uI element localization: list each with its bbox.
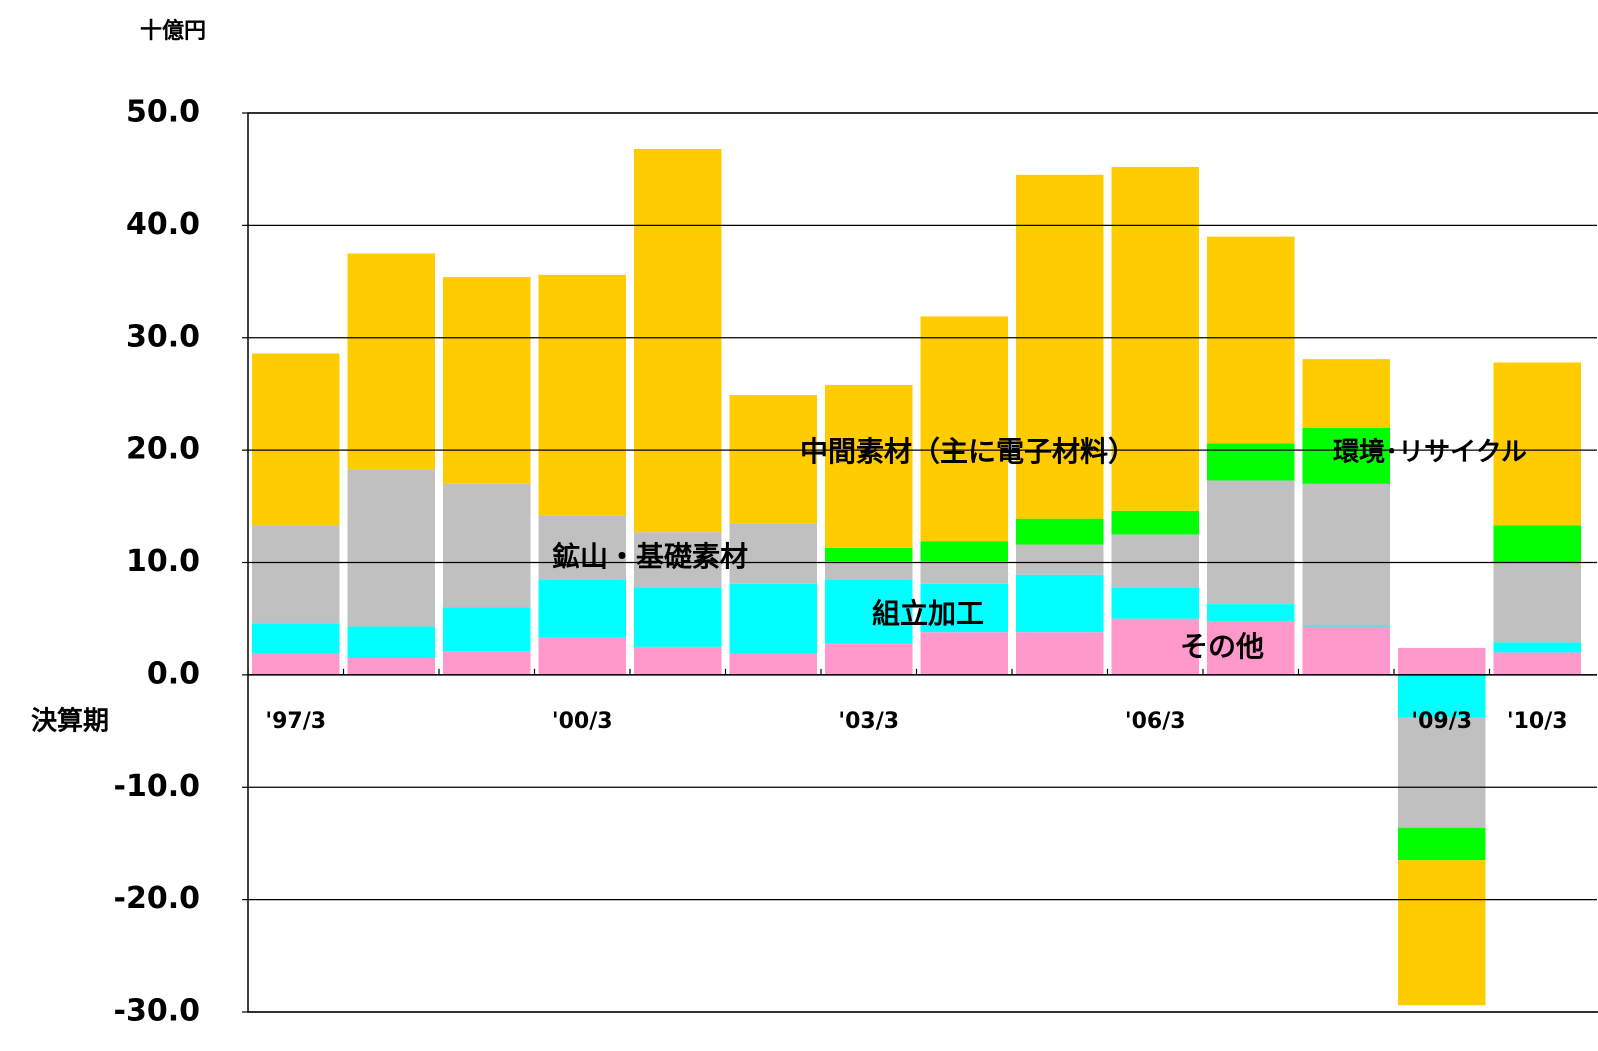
plot-area: '97/3 '00/3 '03/3 '06/3 '09/3 '10/3 その他 組立加工 鉱山・… bbox=[248, 148, 1581, 1006]
y-tick-label: -20.0 bbox=[114, 881, 200, 916]
bar-segment bbox=[634, 532, 722, 588]
series-label: 鉱山・基礎素材 bbox=[552, 540, 748, 573]
y-tick-label: -10.0 bbox=[114, 769, 200, 804]
bar-segment bbox=[1302, 427, 1390, 484]
bar-segment bbox=[1207, 604, 1295, 621]
y-tick-label: 30.0 bbox=[126, 319, 200, 354]
x-tick-label: '06/3 bbox=[1125, 709, 1186, 734]
bar-segment bbox=[1398, 717, 1486, 828]
bar-segment bbox=[634, 148, 722, 533]
bar-segment bbox=[1493, 525, 1581, 563]
bar-segment bbox=[920, 632, 1008, 675]
y-tick-label: 20.0 bbox=[126, 432, 200, 467]
bar-segment bbox=[252, 623, 340, 654]
bar-segment bbox=[1302, 359, 1390, 428]
bar-segment bbox=[1111, 166, 1199, 511]
bar-segment bbox=[1111, 510, 1199, 535]
bar-segment bbox=[634, 587, 722, 647]
bar-segment bbox=[1398, 860, 1486, 1006]
bar-segment bbox=[252, 653, 340, 675]
bar-segment bbox=[538, 274, 626, 516]
series-label: 中間素材（主に電子材料） bbox=[800, 435, 1136, 468]
bar-segment bbox=[1207, 620, 1295, 675]
x-tick-label: '09/3 bbox=[1411, 709, 1472, 734]
bar-segment bbox=[252, 525, 340, 624]
bar-segment bbox=[1493, 642, 1581, 653]
bar-segment bbox=[920, 583, 1008, 633]
series-label: 組立加工 bbox=[872, 597, 984, 630]
series-label: 環境･リサイクル bbox=[1333, 437, 1527, 468]
bar-segment bbox=[1398, 674, 1486, 718]
bar-segment bbox=[443, 651, 531, 675]
bar-segment bbox=[347, 626, 435, 659]
bar-segment bbox=[347, 658, 435, 675]
bar-segment bbox=[1111, 534, 1199, 588]
bar-segment bbox=[252, 353, 340, 526]
x-tick-label: '00/3 bbox=[552, 709, 613, 734]
bar-segment bbox=[443, 277, 531, 484]
bar-segment bbox=[920, 316, 1008, 542]
bar-segment bbox=[825, 547, 913, 562]
bar-segment bbox=[920, 541, 1008, 562]
y-tick-label: 0.0 bbox=[147, 656, 200, 691]
bar-segment bbox=[538, 579, 626, 638]
bar-segment bbox=[538, 515, 626, 580]
bar-segment bbox=[1111, 618, 1199, 675]
y-tick-label: 40.0 bbox=[126, 207, 200, 242]
bar-segment bbox=[443, 607, 531, 652]
y-tick-label: -30.0 bbox=[114, 994, 200, 1029]
x-axis-label: 決算期 bbox=[31, 706, 109, 737]
bar-segment bbox=[920, 561, 1008, 584]
bar-segment bbox=[1207, 443, 1295, 481]
bar-segment bbox=[1493, 362, 1581, 526]
bar-segment bbox=[1016, 174, 1104, 519]
bar-segment bbox=[1016, 574, 1104, 633]
x-tick-label: '03/3 bbox=[838, 709, 899, 734]
bar-segment bbox=[1493, 562, 1581, 643]
bar-segment bbox=[1207, 480, 1295, 605]
bar-segment bbox=[729, 653, 817, 675]
bar-segment bbox=[1016, 518, 1104, 545]
bar-segment bbox=[1493, 652, 1581, 675]
bar-segment bbox=[825, 561, 913, 580]
x-tick-label: '97/3 bbox=[265, 709, 326, 734]
bar-segment bbox=[825, 384, 913, 548]
bar-segment bbox=[443, 483, 531, 608]
bar-segment bbox=[1398, 647, 1486, 675]
bar-segment bbox=[729, 583, 817, 654]
bar-segment bbox=[634, 646, 722, 675]
bar-segment bbox=[347, 253, 435, 470]
series-label: その他 bbox=[1180, 630, 1264, 663]
bar-segment bbox=[825, 643, 913, 675]
bar-segment bbox=[825, 579, 913, 644]
bar-segment bbox=[1302, 625, 1390, 627]
bar-segment bbox=[1016, 544, 1104, 575]
bar-segment bbox=[1016, 632, 1104, 675]
bar-segment bbox=[1111, 587, 1199, 619]
bar-segment bbox=[1207, 236, 1295, 444]
x-tick-label: '10/3 bbox=[1507, 709, 1568, 734]
bar-segment bbox=[1398, 827, 1486, 861]
y-tick-label: 50.0 bbox=[126, 95, 200, 130]
plot-border bbox=[247, 112, 1598, 1013]
y-unit: 十億円 bbox=[140, 18, 206, 44]
bar-segment bbox=[729, 523, 817, 584]
bar-segment bbox=[347, 469, 435, 627]
y-tick-label: 10.0 bbox=[126, 544, 200, 579]
bar-segment bbox=[1302, 626, 1390, 675]
bar-segment bbox=[1302, 483, 1390, 626]
bar-segment bbox=[729, 395, 817, 524]
bar-segment bbox=[538, 637, 626, 675]
